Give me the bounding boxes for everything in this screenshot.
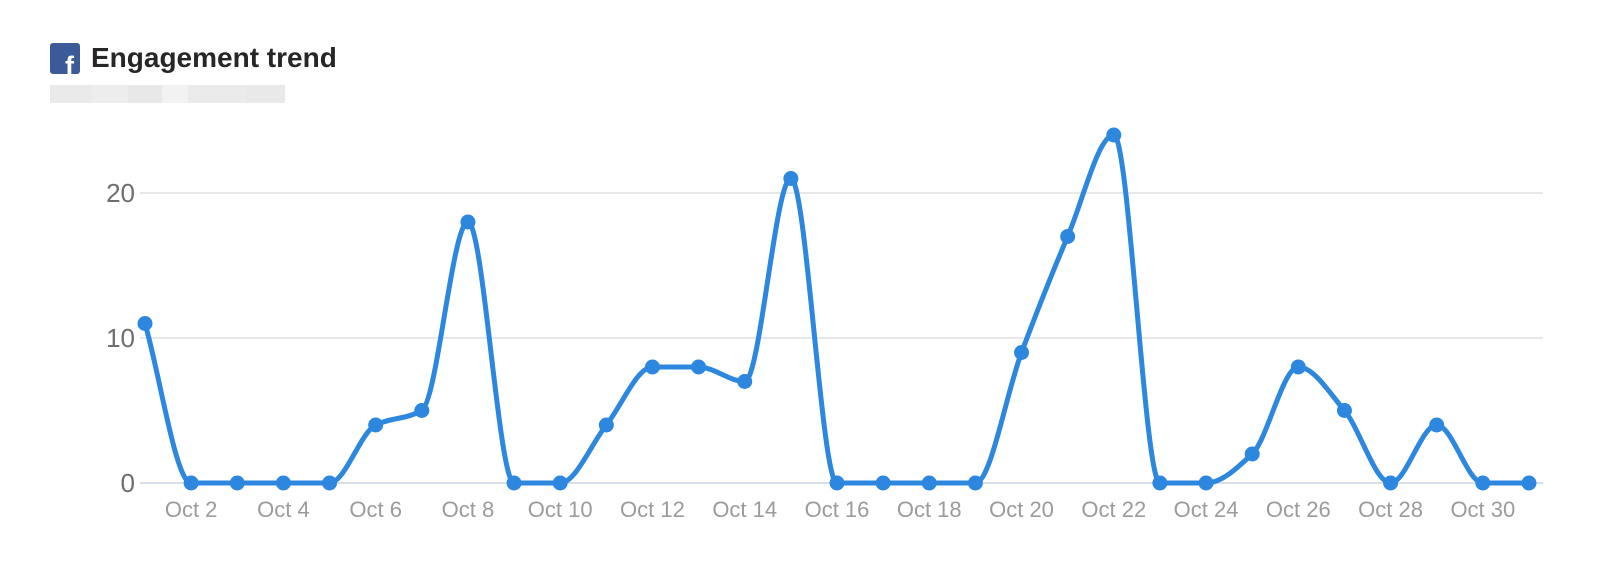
x-axis-tick-label: Oct 20 <box>989 497 1054 522</box>
data-point[interactable] <box>1383 475 1399 491</box>
data-point[interactable] <box>1014 345 1030 360</box>
x-axis-tick-label: Oct 16 <box>805 497 870 522</box>
data-point[interactable] <box>137 316 153 331</box>
y-axis-tick-label: 0 <box>121 468 135 498</box>
data-point[interactable] <box>644 359 660 375</box>
data-point[interactable] <box>414 403 430 418</box>
data-point[interactable] <box>1475 475 1491 491</box>
data-point[interactable] <box>875 475 891 491</box>
data-point[interactable] <box>783 171 799 186</box>
x-axis-tick-label: Oct 12 <box>620 497 685 522</box>
data-point[interactable] <box>1244 446 1260 462</box>
chart-header: f Engagement trend <box>50 42 337 74</box>
data-point[interactable] <box>1106 127 1122 143</box>
data-point[interactable] <box>229 475 245 491</box>
x-axis-tick-label: Oct 2 <box>165 497 218 522</box>
data-point[interactable] <box>460 214 476 230</box>
x-axis-tick-label: Oct 14 <box>712 497 777 522</box>
x-axis-tick-label: Oct 30 <box>1450 497 1515 522</box>
data-point[interactable] <box>368 417 384 433</box>
data-point[interactable] <box>1060 229 1076 244</box>
data-point[interactable] <box>1290 359 1306 375</box>
x-axis-tick-label: Oct 24 <box>1174 497 1239 522</box>
data-point[interactable] <box>322 475 338 491</box>
data-point[interactable] <box>829 475 845 491</box>
data-point[interactable] <box>506 475 522 491</box>
x-axis-tick-label: Oct 28 <box>1358 497 1423 522</box>
data-point[interactable] <box>598 417 614 433</box>
facebook-icon: f <box>50 42 80 74</box>
data-point[interactable] <box>1521 475 1537 491</box>
x-axis-tick-label: Oct 8 <box>442 497 495 522</box>
facebook-f-glyph: f <box>65 50 74 74</box>
x-axis-tick-label: Oct 10 <box>528 497 593 522</box>
x-axis-tick-label: Oct 4 <box>257 497 310 522</box>
data-point[interactable] <box>967 475 983 491</box>
redacted-subtitle-placeholder <box>50 85 285 103</box>
y-axis-tick-label: 20 <box>106 178 135 208</box>
x-axis-tick-label: Oct 22 <box>1081 497 1146 522</box>
data-point[interactable] <box>921 475 937 491</box>
x-axis-tick-label: Oct 26 <box>1266 497 1331 522</box>
trend-line <box>142 132 1532 486</box>
x-axis-tick-label: Oct 18 <box>897 497 962 522</box>
x-axis-tick-label: Oct 6 <box>349 497 402 522</box>
data-point[interactable] <box>552 475 568 491</box>
data-point[interactable] <box>275 475 291 491</box>
chart-title: Engagement trend <box>91 42 337 73</box>
data-point[interactable] <box>737 374 753 389</box>
data-point[interactable] <box>1198 475 1214 491</box>
data-point[interactable] <box>183 475 199 491</box>
data-point[interactable] <box>1429 417 1445 433</box>
data-point[interactable] <box>691 359 707 375</box>
y-axis-tick-label: 10 <box>106 323 135 353</box>
data-point[interactable] <box>1336 403 1352 418</box>
data-point[interactable] <box>1152 475 1168 491</box>
